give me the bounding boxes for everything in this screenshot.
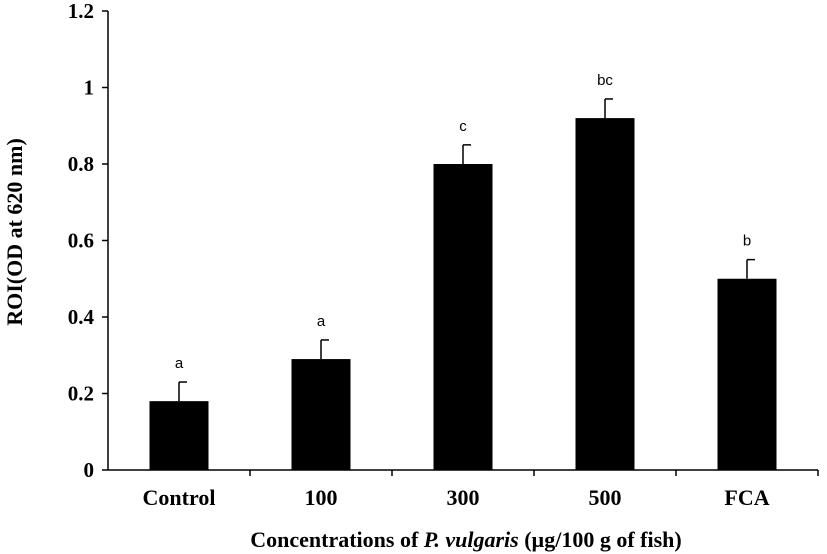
y-axis-title: ROI(OD at 620 nm)	[2, 138, 27, 326]
x-category-label: 500	[589, 485, 622, 510]
significance-label: bc	[597, 72, 613, 89]
bar-100	[291, 359, 351, 470]
y-tick-label: 0.4	[68, 305, 95, 329]
significance-label: b	[743, 233, 751, 250]
x-axis-categories: Control 100 300 500 FCA	[143, 485, 770, 510]
x-axis-title-prefix: Concentrations of	[250, 527, 424, 552]
bars	[149, 118, 777, 470]
x-axis-title: Concentrations of P. vulgaris (µg/100 g …	[250, 527, 682, 552]
y-tick-label: 1.2	[68, 0, 94, 23]
significance-label: a	[175, 355, 184, 372]
x-category-label: 300	[447, 485, 480, 510]
x-category-label: 100	[305, 485, 338, 510]
y-axis-ticks: 0 0.2 0.4 0.6 0.8 1 1.2	[68, 0, 819, 482]
y-tick-label: 0.2	[68, 382, 94, 406]
significance-labels: a a c bc b	[175, 72, 751, 372]
x-category-label: Control	[143, 485, 216, 510]
bar-300	[433, 164, 493, 470]
x-axis-title-species: P. vulgaris	[423, 527, 519, 552]
y-tick-label: 1	[84, 76, 95, 100]
x-axis-title-suffix: (µg/100 g of fish)	[519, 527, 682, 552]
error-bars	[178, 98, 755, 402]
x-category-label: FCA	[724, 485, 769, 510]
y-tick-label: 0.8	[68, 152, 94, 176]
y-tick-label: 0.6	[68, 229, 94, 253]
significance-label: c	[459, 118, 467, 135]
y-tick-label: 0	[84, 458, 95, 482]
bar-500	[575, 118, 635, 470]
bar-control	[149, 401, 209, 470]
significance-label: a	[317, 313, 326, 330]
bar-fca	[717, 278, 777, 470]
